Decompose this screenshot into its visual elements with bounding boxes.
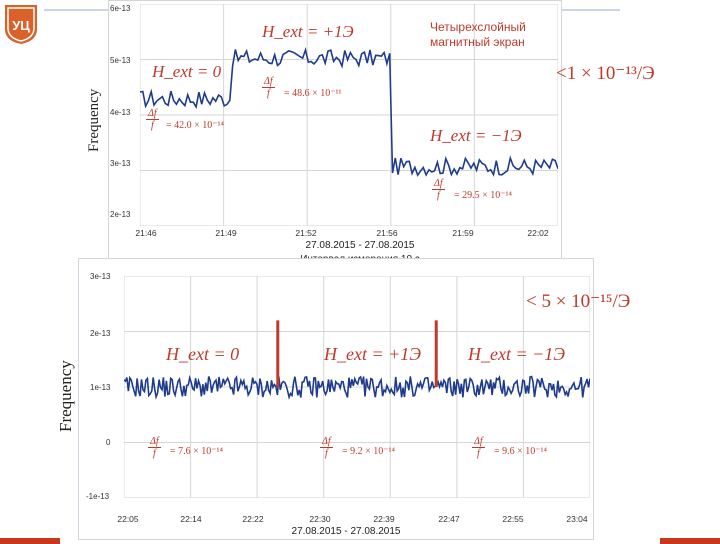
logo-letters: УЦ	[12, 18, 30, 33]
top-delta-f-minus-value: = 29.5 × 10⁻¹⁴	[454, 190, 513, 201]
fraction-numerator: Δf	[146, 108, 159, 120]
fraction-numerator: Δf	[432, 178, 445, 190]
bottom-x-tick: 22:22	[242, 514, 264, 524]
top-x-tick: 21:49	[215, 228, 237, 238]
shield-caption-line2: магнитный экран	[430, 35, 525, 49]
top-x-tick: 21:56	[376, 228, 398, 238]
bottom-delta-f-minus-value: = 9.6 × 10⁻¹⁴	[494, 446, 548, 457]
fraction-denominator: f	[476, 448, 480, 459]
bottom-x-axis-label: 27.08.2015 - 27.08.2015	[291, 526, 401, 537]
bottom-annotation-hminus: H_ext = −1Э	[468, 344, 566, 364]
top-x-axis-label: 27.08.2015 - 27.08.2015	[305, 240, 415, 251]
top-x-tick: 22:02	[527, 228, 549, 238]
corner-bar-right	[660, 538, 720, 544]
bottom-delta-f-0: Δf f	[148, 436, 161, 459]
top-delta-f-minus: Δf f	[432, 178, 445, 201]
top-y-tick: 2e-13	[110, 210, 131, 219]
bottom-sensitivity: < 5 × 10⁻¹⁵/Э	[526, 291, 631, 312]
fraction-denominator: f	[324, 448, 328, 459]
top-y-tick: 3e-13	[110, 159, 131, 168]
bottom-y-axis-label: Frequency	[56, 360, 75, 432]
series-line	[140, 46, 558, 177]
fraction-denominator: f	[152, 448, 156, 459]
bottom-delta-f-minus: Δf f	[472, 436, 485, 459]
fraction-denominator: f	[150, 120, 154, 131]
top-y-tick: 6e-13	[110, 4, 131, 13]
bottom-x-tick: 22:14	[180, 514, 202, 524]
fraction-denominator: f	[436, 190, 440, 201]
bottom-delta-f-plus: Δf f	[320, 436, 333, 459]
bottom-y-tick: 2e-13	[90, 329, 111, 338]
bottom-y-tick: 3e-13	[90, 272, 111, 281]
bottom-delta-f-plus-value: = 9.2 × 10⁻¹⁴	[342, 446, 396, 457]
top-annotation-h0: H_ext = 0	[152, 62, 222, 81]
bottom-y-tick: 0	[106, 438, 111, 447]
series-line	[124, 374, 590, 400]
top-x-tick: 21:52	[295, 228, 317, 238]
bottom-annotation-hplus: H_ext = +1Э	[324, 344, 422, 364]
bottom-y-tick: -1e-13	[86, 492, 110, 501]
fraction-numerator: Δf	[148, 436, 161, 448]
corner-bar-left	[0, 538, 60, 544]
top-y-tick: 5e-13	[110, 56, 131, 65]
bottom-x-tick: 22:39	[373, 514, 395, 524]
fraction-numerator: Δf	[472, 436, 485, 448]
bottom-delta-f-0-value: = 7.6 × 10⁻¹⁴	[170, 446, 224, 457]
fraction-numerator: Δf	[320, 436, 333, 448]
shield-caption-line1: Четырехслойный	[430, 20, 526, 34]
bottom-chart-panel	[78, 258, 594, 540]
top-y-tick: 4e-13	[110, 108, 131, 117]
bottom-x-tick: 22:47	[438, 514, 460, 524]
bottom-x-tick: 22:55	[502, 514, 524, 524]
bottom-annotation-h0: H_ext = 0	[166, 344, 240, 364]
top-chart-panel	[108, 0, 562, 260]
top-sensitivity: <1 × 10⁻¹³/Э	[556, 63, 655, 84]
top-delta-f-plus: Δf f	[262, 76, 275, 99]
top-y-axis-label: Frequency	[86, 88, 102, 152]
top-delta-f-0: Δf f	[146, 108, 159, 131]
bottom-x-tick: 22:05	[117, 514, 139, 524]
fraction-denominator: f	[266, 88, 270, 99]
top-delta-f-plus-value: = 48.6 × 10⁻¹¹	[284, 88, 342, 99]
top-plot-area	[140, 4, 558, 226]
university-logo: УЦ	[3, 3, 39, 45]
bottom-x-tick: 22:30	[309, 514, 331, 524]
top-annotation-hminus: H_ext = −1Э	[430, 126, 522, 145]
fraction-numerator: Δf	[262, 76, 275, 88]
shield-logo-icon: УЦ	[5, 5, 37, 44]
top-x-tick: 21:46	[135, 228, 157, 238]
top-x-tick: 21:59	[452, 228, 474, 238]
bottom-plot-area	[124, 276, 590, 498]
bottom-y-tick: 1e-13	[90, 383, 111, 392]
top-delta-f-0-value: = 42.0 × 10⁻¹⁴	[166, 120, 225, 131]
top-annotation-hplus: H_ext = +1Э	[262, 22, 354, 41]
bottom-x-tick: 23:04	[566, 514, 588, 524]
